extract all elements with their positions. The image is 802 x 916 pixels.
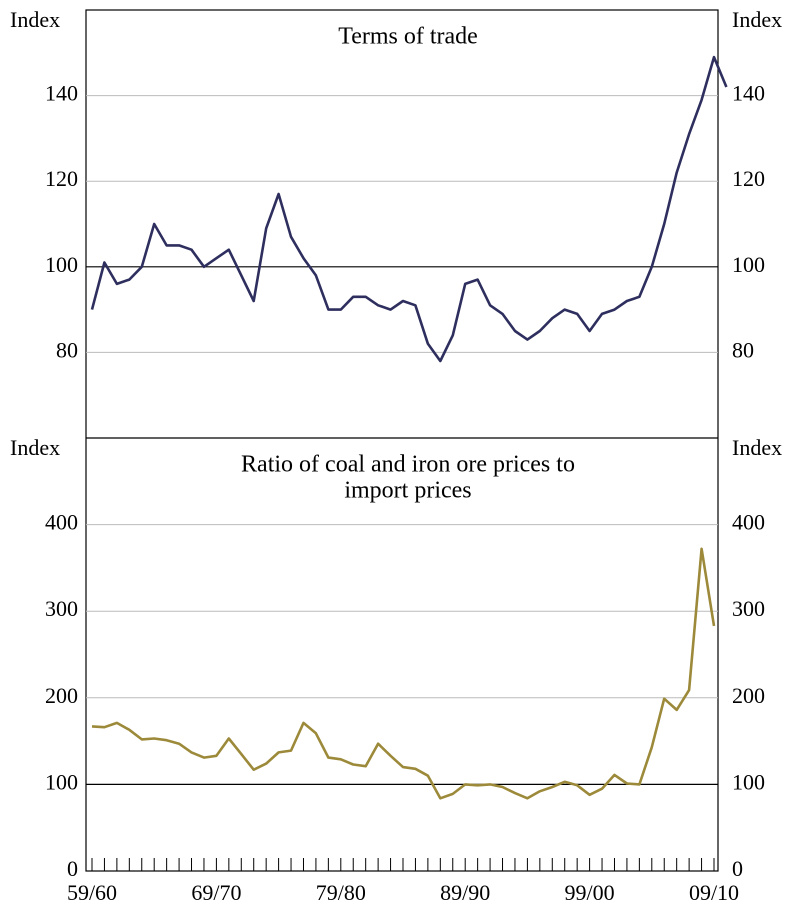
x-tick-label: 09/10 [689, 880, 739, 905]
y2-tick-label: 300 [732, 596, 765, 621]
y2-tick-label: 80 [732, 337, 754, 362]
y2-tick-label: 0 [732, 856, 743, 881]
y2-tick-label: 400 [732, 510, 765, 535]
y2-tick-label: 120 [732, 166, 765, 191]
panel-title: Ratio of coal and iron ore prices to [241, 452, 575, 478]
x-tick-label: 89/90 [440, 880, 490, 905]
y-tick-label: 100 [45, 769, 78, 794]
y-tick-label: 200 [45, 683, 78, 708]
x-tick-label: 99/00 [565, 880, 615, 905]
panel-title: Terms of trade [338, 24, 478, 50]
y-tick-label: 100 [45, 252, 78, 277]
y-axis-label: Index [10, 435, 60, 460]
y-tick-label: 80 [56, 337, 78, 362]
y2-tick-label: 140 [732, 81, 765, 106]
y2-axis-label: Index [732, 435, 782, 460]
y2-tick-label: 100 [732, 252, 765, 277]
series-line [90, 55, 728, 363]
y-axis-label: Index [10, 7, 60, 32]
series-line [91, 547, 716, 800]
panel-title: import prices [344, 478, 471, 504]
y-tick-label: 400 [45, 510, 78, 535]
y2-tick-label: 200 [732, 683, 765, 708]
y-tick-label: 120 [45, 166, 78, 191]
y-tick-label: 0 [67, 856, 78, 881]
x-tick-label: 59/60 [67, 880, 117, 905]
y-tick-label: 140 [45, 81, 78, 106]
x-tick-label: 79/80 [316, 880, 366, 905]
frame [85, 9, 719, 872]
y-tick-label: 300 [45, 596, 78, 621]
y2-tick-label: 100 [732, 769, 765, 794]
y2-axis-label: Index [732, 7, 782, 32]
x-tick-label: 69/70 [191, 880, 241, 905]
